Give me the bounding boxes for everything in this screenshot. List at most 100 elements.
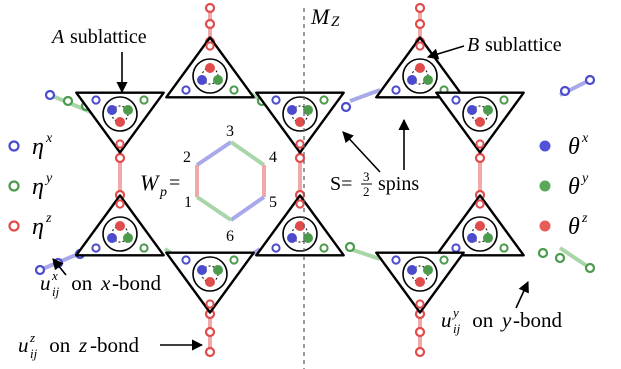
ux-label: u x ij on x -bond (40, 258, 161, 299)
eta-site-26 (34, 264, 46, 276)
eta-corner-blue (181, 85, 191, 95)
spin-label: S= 3 2 spins (330, 118, 419, 199)
triangle-up-6 (255, 194, 345, 257)
ux-u: u (40, 271, 51, 295)
eta-site-25 (584, 74, 596, 86)
hex-edge-x-bottom (229, 195, 266, 222)
theta-site-red (295, 221, 305, 231)
eta-site-39 (414, 326, 426, 338)
spin-word: spins (378, 173, 419, 195)
eta-corner-red (295, 139, 305, 149)
theta-site-red (475, 117, 485, 127)
legend-theta-y-icon (539, 180, 551, 192)
triangle-down-8 (165, 251, 255, 314)
eta-site-6 (44, 89, 56, 101)
hex-edge-x-top (195, 140, 233, 167)
theta-site-blue (197, 75, 207, 85)
mirror-sub: Z (331, 14, 340, 30)
theta-site-green (483, 233, 493, 243)
spin-arrow-left (342, 131, 381, 173)
eta-corner-red (205, 41, 215, 51)
eta-site-37 (204, 346, 216, 358)
theta-site-red (415, 277, 425, 287)
triangle-up-1 (375, 36, 465, 99)
theta-site-green (303, 105, 313, 115)
eta-site-34 (584, 262, 596, 274)
triangle-up-7 (435, 194, 525, 257)
eta-corner-red (115, 139, 125, 149)
plaquette-hexagon: 1 2 3 4 5 6 (183, 123, 277, 245)
eta-site-33 (554, 252, 566, 264)
eta-corner-red (205, 299, 215, 309)
uy-bond-letter: y (500, 308, 512, 332)
theta-site-blue (407, 265, 417, 275)
eta-site-14 (294, 152, 306, 164)
spin-s: S= (330, 173, 352, 195)
plaquette-label: W p = (140, 170, 180, 200)
uz-u: u (18, 333, 29, 357)
legend-eta-z-sup: z (45, 211, 52, 226)
eta-corner-blue (451, 95, 461, 105)
theta-site-blue (467, 105, 477, 115)
theta-site-blue (287, 105, 297, 115)
legend-eta-z-icon (8, 220, 20, 232)
b-word: sublattice (485, 34, 562, 56)
triangle-down-4 (435, 91, 525, 154)
theta-site-blue (107, 105, 117, 115)
theta-site-green (423, 75, 433, 85)
eta-site-3 (414, 2, 426, 14)
eta-site-32 (537, 247, 549, 259)
hex-site-4: 4 (269, 149, 277, 166)
hex-site-2: 2 (183, 149, 191, 166)
uz-sub: ij (30, 346, 38, 361)
eta-corner-blue (91, 243, 101, 253)
theta-site-red (115, 117, 125, 127)
eta-corner-green (229, 255, 239, 265)
mirror-M: M (310, 4, 331, 29)
theta-site-green (213, 75, 223, 85)
ux-sup: x (51, 268, 58, 283)
legend-theta-x-icon (539, 140, 551, 152)
uy-u: u (441, 308, 452, 332)
eta-corner-green (319, 95, 329, 105)
eta-site-24 (559, 85, 571, 97)
triangle-down-9 (375, 251, 465, 314)
theta-site-green (483, 105, 493, 115)
hex-edge-y-bottom (195, 195, 233, 222)
legend-theta-y-sup: y (580, 171, 589, 186)
triangle-down-3 (255, 91, 345, 154)
a-sublattice-label: A sublattice (50, 26, 147, 94)
a-word: sublattice (70, 26, 147, 48)
theta-site-red (415, 63, 425, 73)
uy-label: u y ij on y -bond (441, 280, 562, 336)
eta-corner-red (115, 199, 125, 209)
theta-site-red (475, 221, 485, 231)
eta-site-18 (474, 152, 486, 164)
eta-corner-green (229, 85, 239, 95)
legend-theta-y: θ (568, 174, 580, 200)
uz-sup: z (29, 330, 35, 345)
eta-corner-blue (181, 255, 191, 265)
bond-y-16 (558, 246, 592, 270)
legend-theta-x-sup: x (581, 131, 589, 146)
theta-site-green (423, 265, 433, 275)
triangle-down-2 (75, 91, 165, 154)
b-arrow (426, 45, 465, 60)
theta-site-green (123, 233, 133, 243)
legend-eta-z: η (32, 214, 44, 240)
eta-corner-green (139, 95, 149, 105)
theta-site-red (205, 277, 215, 287)
theta-site-red (205, 63, 215, 73)
plaquette-sub: p (159, 185, 167, 200)
eta-corner-blue (271, 243, 281, 253)
legend-theta-z-icon (539, 220, 551, 232)
theta-site-blue (287, 233, 297, 243)
triangle-up-0 (165, 36, 255, 99)
eta-corner-green (139, 243, 149, 253)
theta-site-green (213, 265, 223, 275)
uy-sub: ij (453, 321, 461, 336)
hex-site-6: 6 (226, 228, 234, 245)
eta-corner-red (295, 199, 305, 209)
legend-right: θ x θ y θ z (539, 131, 589, 240)
